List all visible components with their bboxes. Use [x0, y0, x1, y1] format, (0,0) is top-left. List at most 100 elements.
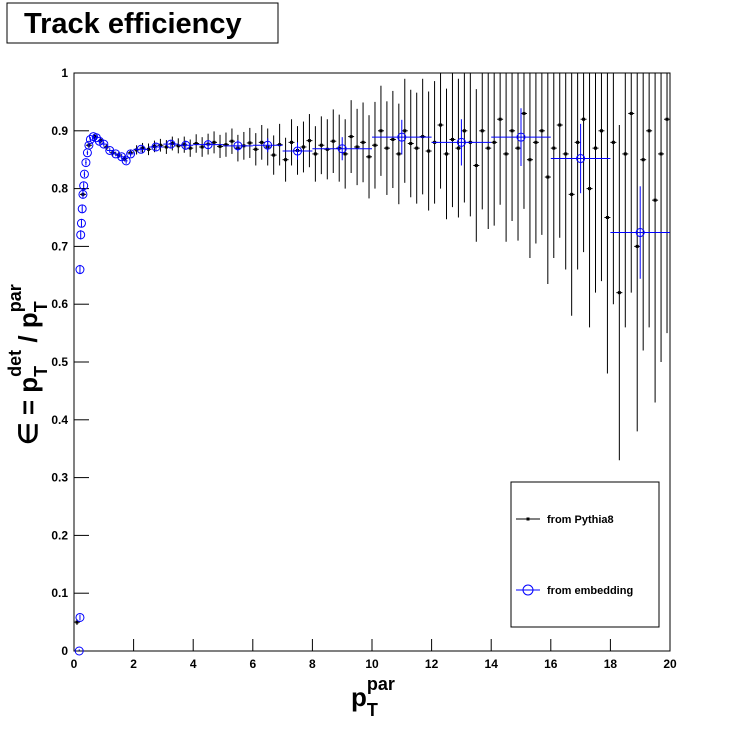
marker — [498, 117, 502, 121]
marker — [260, 140, 264, 144]
x-label-sub: T — [367, 700, 378, 720]
y-label-sup: det — [5, 350, 25, 377]
marker — [474, 163, 478, 167]
marker — [307, 139, 311, 143]
x-tick-label: 4 — [190, 657, 197, 671]
y-tick-label: 0.2 — [51, 528, 68, 542]
marker — [599, 129, 603, 133]
marker — [641, 158, 645, 162]
marker — [75, 620, 79, 624]
marker — [164, 145, 168, 149]
marker — [301, 145, 305, 149]
x-tick-label: 8 — [309, 657, 316, 671]
marker — [263, 140, 273, 150]
x-label-main: p — [351, 682, 367, 712]
marker — [564, 152, 568, 156]
marker — [456, 137, 466, 147]
marker — [617, 291, 621, 295]
marker — [522, 111, 526, 115]
marker — [94, 136, 104, 146]
y-label-sub: T — [31, 366, 51, 377]
y-label-sub: T — [31, 301, 51, 312]
marker — [397, 152, 401, 156]
marker — [486, 146, 490, 150]
legend-marker — [526, 517, 530, 521]
y-tick-label: 0.9 — [51, 124, 68, 138]
marker — [121, 156, 131, 166]
marker — [516, 146, 520, 150]
marker — [635, 228, 645, 238]
marker — [99, 139, 103, 143]
marker — [293, 146, 302, 156]
marker — [605, 216, 609, 219]
marker — [141, 146, 145, 150]
y-tick-label: 1 — [61, 66, 68, 80]
marker — [623, 152, 627, 156]
x-tick-label: 12 — [425, 657, 439, 671]
marker — [136, 144, 146, 154]
y-tick-label: 0.6 — [51, 297, 68, 311]
marker — [450, 137, 454, 141]
y-tick-label: 0.5 — [51, 355, 68, 369]
y-tick-label: 0.7 — [51, 239, 68, 253]
marker — [504, 152, 508, 156]
legend-label: from Pythia8 — [547, 514, 614, 526]
marker — [337, 146, 341, 150]
x-tick-label: 6 — [249, 657, 256, 671]
marker — [151, 142, 161, 152]
marker — [278, 143, 282, 147]
marker — [373, 143, 377, 147]
marker — [659, 152, 663, 156]
marker — [534, 140, 538, 144]
x-tick-label: 16 — [544, 657, 558, 671]
marker — [385, 146, 389, 150]
marker — [182, 143, 186, 147]
marker — [75, 612, 85, 622]
marker — [290, 140, 294, 144]
marker — [594, 146, 597, 150]
marker — [582, 117, 586, 121]
marker — [76, 218, 86, 228]
marker — [79, 169, 89, 179]
marker — [200, 145, 204, 149]
marker — [558, 123, 562, 127]
marker — [81, 158, 91, 168]
x-tick-label: 10 — [365, 657, 379, 671]
marker — [126, 149, 136, 159]
marker — [325, 147, 329, 151]
x-axis-label: pTpar — [351, 674, 395, 720]
y-tick-label: 0.3 — [51, 471, 68, 485]
marker — [665, 117, 669, 121]
y-tick-label: 0.4 — [51, 413, 68, 427]
marker — [84, 140, 94, 150]
marker — [570, 192, 574, 196]
marker — [272, 153, 276, 157]
legend-label: from embedding — [547, 585, 633, 597]
x-tick-label: 0 — [71, 657, 78, 671]
marker — [546, 175, 550, 179]
marker — [230, 139, 234, 143]
y-axis-label: ∈ = pTdet / pTpar — [5, 284, 51, 445]
marker — [379, 129, 383, 133]
marker — [439, 123, 443, 127]
marker — [212, 140, 216, 144]
marker — [331, 139, 335, 143]
marker — [653, 198, 657, 202]
marker — [445, 152, 448, 156]
marker — [456, 146, 460, 150]
legend-marker — [522, 584, 534, 596]
marker — [462, 129, 466, 133]
marker — [516, 132, 526, 142]
marker — [158, 143, 162, 147]
marker — [176, 144, 180, 148]
marker — [629, 111, 633, 115]
marker — [492, 140, 496, 144]
marker — [343, 152, 347, 156]
marker — [123, 157, 127, 161]
marker — [510, 129, 514, 133]
x-tick-label: 2 — [130, 657, 137, 671]
legend-box — [510, 481, 660, 628]
marker — [170, 142, 174, 146]
marker — [181, 140, 191, 150]
marker — [367, 155, 371, 159]
